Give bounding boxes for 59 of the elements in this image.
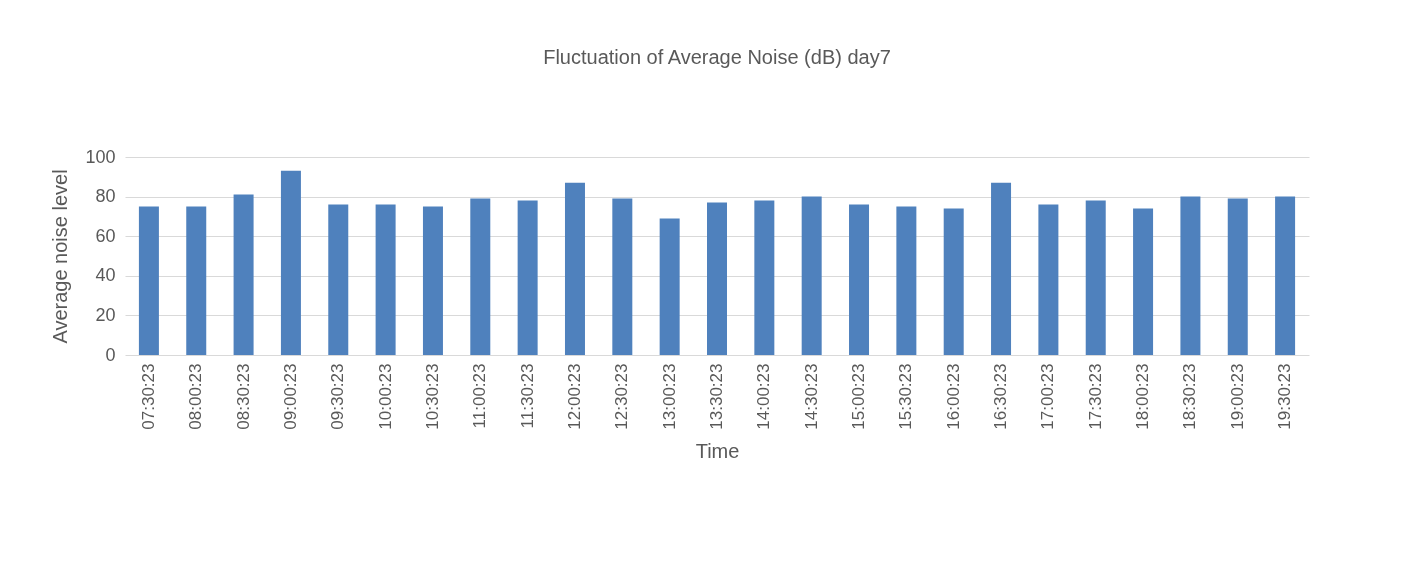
bar <box>801 196 822 355</box>
x-tick-label: 08:30:23 <box>233 363 253 430</box>
x-tick-label: 18:30:23 <box>1180 363 1200 430</box>
bar <box>754 200 775 355</box>
y-axis-title: Average noise level <box>49 169 72 344</box>
chart-title: Fluctuation of Average Noise (dB) day7 <box>543 46 891 68</box>
y-tick-label: 0 <box>105 344 116 365</box>
x-tick-label: 14:00:23 <box>754 363 774 430</box>
bar <box>1085 200 1106 355</box>
x-tick-label: 16:30:23 <box>991 363 1011 430</box>
x-tick-label: 15:00:23 <box>849 363 869 430</box>
bar <box>849 204 870 355</box>
bar <box>707 202 727 355</box>
bar <box>1275 196 1296 355</box>
bar <box>328 204 349 355</box>
x-tick-label: 11:00:23 <box>470 363 490 429</box>
x-tick-label: 19:30:23 <box>1275 363 1295 430</box>
y-tick-label: 80 <box>95 186 116 207</box>
bar <box>1180 196 1201 355</box>
bar <box>138 206 159 355</box>
x-tick-label: 11:30:23 <box>517 363 537 429</box>
bar <box>186 206 207 355</box>
y-tick-label: 60 <box>95 225 116 246</box>
x-tick-label: 16:00:23 <box>943 363 963 430</box>
x-tick-label: 12:30:23 <box>612 363 632 430</box>
bar <box>564 182 585 355</box>
x-tick-label: 17:00:23 <box>1038 363 1058 430</box>
x-tick-label: 15:30:23 <box>896 363 916 430</box>
x-tick-label: 10:30:23 <box>422 363 442 430</box>
x-tick-label: 08:00:23 <box>186 363 206 430</box>
bar <box>659 218 680 355</box>
y-tick-label: 100 <box>85 146 116 167</box>
x-axis-title: Time <box>695 439 740 462</box>
x-tick-label: 14:30:23 <box>801 363 821 430</box>
x-tick-label: 09:30:23 <box>328 363 348 430</box>
bar <box>612 198 633 355</box>
bar <box>1038 204 1059 355</box>
bar <box>517 200 538 355</box>
bar <box>280 170 301 355</box>
x-tick-label: 13:00:23 <box>659 363 679 430</box>
bar <box>943 208 964 355</box>
y-tick-label: 40 <box>95 265 116 286</box>
bar <box>470 198 491 355</box>
x-tick-label: 19:00:23 <box>1227 363 1247 430</box>
x-tick-label: 12:00:23 <box>564 363 584 430</box>
bar <box>896 206 917 355</box>
bar <box>233 194 254 355</box>
x-tick-label: 13:30:23 <box>707 363 726 430</box>
x-tick-label: 07:30:23 <box>138 363 158 430</box>
x-tick-label: 10:00:23 <box>375 363 395 430</box>
bar <box>991 182 1012 355</box>
x-tick-label: 17:30:23 <box>1085 363 1105 430</box>
y-tick-label: 20 <box>95 304 116 325</box>
x-tick-label: 18:00:23 <box>1133 363 1153 430</box>
bar <box>422 206 443 355</box>
bar <box>1133 208 1154 355</box>
bar <box>1227 198 1248 355</box>
bar <box>375 204 396 355</box>
x-tick-label: 09:00:23 <box>280 363 300 430</box>
